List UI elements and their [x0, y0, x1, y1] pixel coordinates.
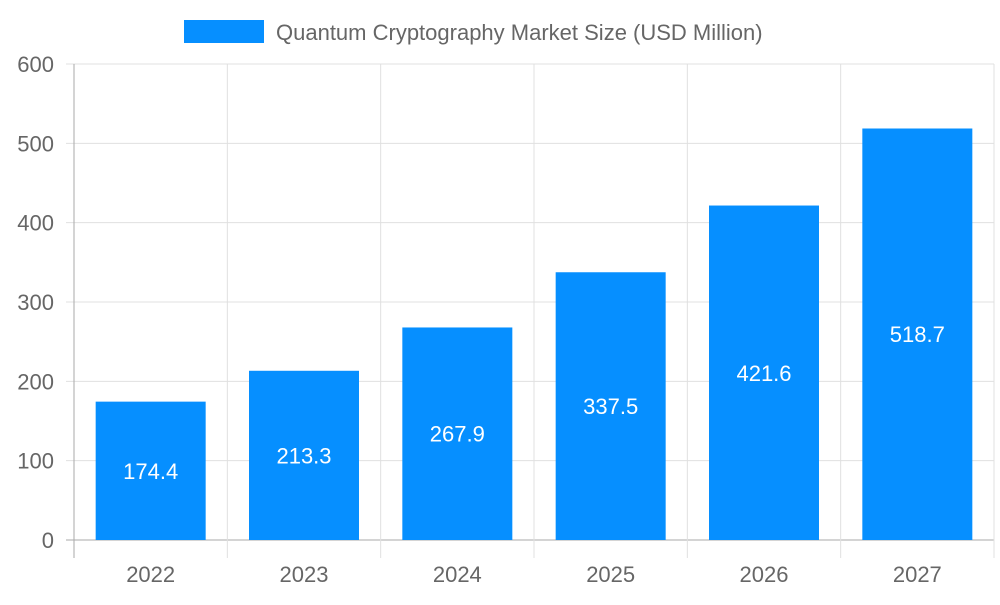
y-tick-label: 200 [17, 369, 54, 394]
bars: 174.4 213.3 267.9 337.5 421.6 518.7 [95, 128, 973, 541]
bar [402, 327, 513, 540]
y-tick-label: 500 [17, 131, 54, 156]
x-tick-label: 2022 [126, 562, 175, 587]
y-tick-label: 600 [17, 52, 54, 77]
gridlines [66, 63, 995, 558]
data-label: 518.7 [890, 322, 945, 347]
x-axis: 2022 2023 2024 2025 2026 2027 [126, 562, 942, 587]
data-label: 174.4 [123, 459, 178, 484]
x-tick-label: 2026 [740, 562, 789, 587]
legend-swatch [184, 20, 264, 43]
data-label: 337.5 [583, 394, 638, 419]
legend[interactable]: Quantum Cryptography Market Size (USD Mi… [184, 20, 763, 45]
data-label: 267.9 [430, 422, 485, 447]
y-tick-label: 100 [17, 449, 54, 474]
x-tick-label: 2024 [433, 562, 482, 587]
bar [555, 272, 666, 540]
bar [95, 401, 206, 540]
bar [862, 128, 973, 541]
x-tick-label: 2025 [586, 562, 635, 587]
x-tick-label: 2027 [893, 562, 942, 587]
y-axis: 0 100 200 300 400 500 600 [17, 52, 54, 553]
bar [249, 370, 359, 540]
x-tick-label: 2023 [280, 562, 329, 587]
y-tick-label: 400 [17, 211, 54, 236]
legend-label: Quantum Cryptography Market Size (USD Mi… [276, 20, 763, 45]
data-label: 421.6 [736, 361, 791, 386]
y-tick-label: 300 [17, 290, 54, 315]
data-label: 213.3 [276, 443, 331, 468]
bar [709, 205, 819, 540]
y-tick-label: 0 [42, 528, 54, 553]
